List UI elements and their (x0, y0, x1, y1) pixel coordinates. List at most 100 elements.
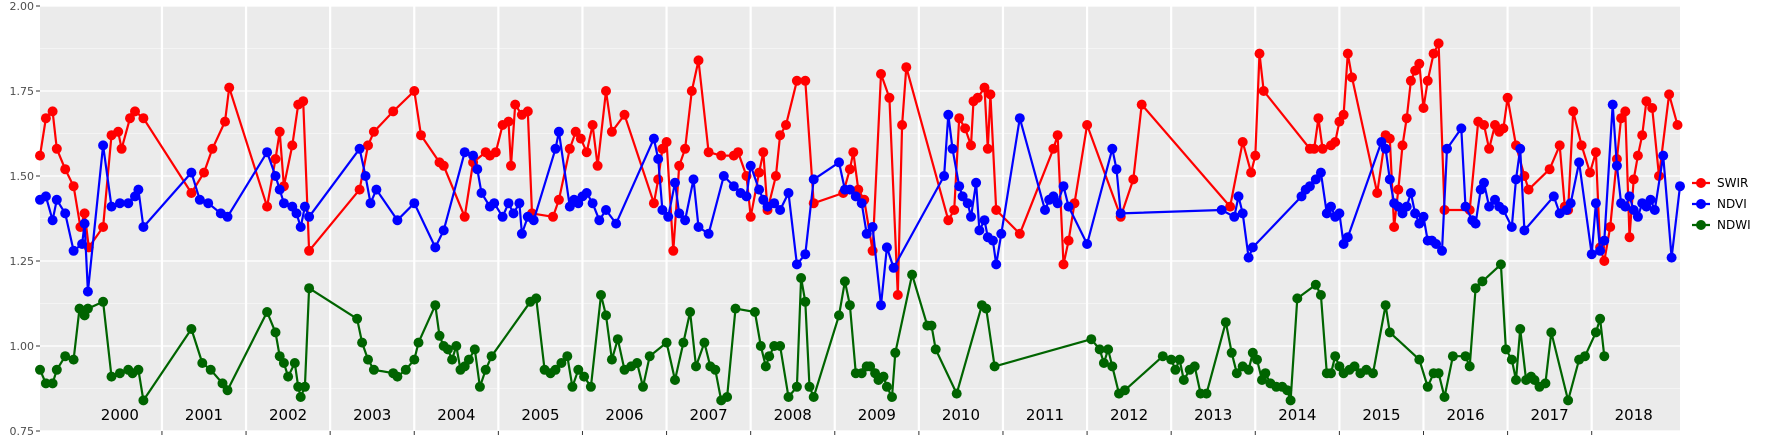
data-point-swir (1554, 140, 1565, 151)
data-point-ndvi (203, 198, 214, 209)
data-point-ndwi (638, 381, 648, 392)
data-point-swir (363, 140, 373, 151)
data-point-ndvi (1548, 191, 1559, 202)
data-point-swir (668, 245, 679, 256)
data-point-swir (1428, 48, 1439, 59)
data-point-ndvi (876, 300, 886, 311)
data-point-ndvi (365, 198, 376, 209)
data-point-ndvi (79, 218, 90, 229)
data-point-ndwi (74, 303, 85, 314)
data-point-ndwi (469, 344, 480, 355)
data-point-ndvi (775, 205, 786, 215)
data-point-swir (1317, 143, 1328, 154)
data-point-ndwi (1580, 351, 1590, 362)
data-point-ndvi (1586, 249, 1597, 260)
data-point-ndwi (1460, 351, 1471, 362)
data-point-ndwi (1103, 344, 1114, 355)
data-point-ndvi (47, 215, 58, 226)
data-point-ndvi (979, 215, 990, 226)
data-point-swir (897, 120, 908, 130)
data-point-swir (1523, 184, 1534, 195)
y-tick-label: 1.75 (10, 85, 35, 98)
data-point-swir (1414, 58, 1425, 69)
data-point-ndvi (1479, 177, 1489, 188)
data-point-ndwi (890, 347, 901, 358)
data-point-swir (781, 120, 791, 130)
data-point-ndvi (1082, 239, 1093, 249)
data-point-ndwi (730, 303, 741, 314)
legend-item-swir: SWIR (1692, 176, 1748, 190)
data-point-swir (409, 86, 420, 96)
data-point-swir (1309, 143, 1320, 154)
data-point-ndwi (1330, 351, 1341, 362)
data-point-swir (1632, 150, 1643, 161)
data-point-ndvi (688, 174, 699, 185)
data-point-ndvi (304, 211, 315, 222)
data-point-swir (1544, 164, 1555, 175)
data-point-ndvi (1418, 211, 1429, 222)
data-point-swir (1599, 256, 1610, 266)
data-point-ndwi (1310, 279, 1321, 290)
data-point-ndvi (1063, 201, 1074, 212)
data-point-ndvi (274, 184, 285, 195)
year-label: 2010 (942, 406, 980, 424)
data-point-swir (661, 137, 672, 147)
data-point-ndwi (800, 296, 811, 307)
data-point-ndvi (754, 184, 765, 195)
data-point-swir (991, 205, 1002, 215)
data-point-ndwi (550, 364, 561, 375)
data-point-ndvi (1326, 201, 1336, 212)
data-point-swir (304, 245, 315, 256)
data-point-swir (1342, 48, 1353, 59)
data-point-ndwi (1414, 354, 1425, 365)
data-point-ndwi (197, 358, 208, 368)
data-point-swir (1058, 259, 1069, 270)
data-point-ndvi (430, 242, 441, 253)
data-point-ndvi (663, 211, 674, 222)
data-point-ndvi (1334, 208, 1345, 219)
data-point-ndwi (1349, 361, 1360, 372)
data-point-ndwi (839, 276, 850, 287)
data-point-ndvi (745, 160, 756, 171)
data-point-ndwi (764, 351, 775, 362)
data-point-ndvi (987, 235, 998, 246)
data-point-ndwi (981, 303, 992, 314)
data-point-ndwi (1178, 375, 1189, 385)
data-point-ndvi (1666, 252, 1677, 263)
year-label: 2015 (1362, 406, 1400, 424)
data-point-ndwi (606, 354, 617, 365)
data-point-swir (113, 126, 124, 137)
data-point-ndwi (567, 381, 578, 392)
data-point-swir (220, 116, 230, 127)
year-label: 2009 (858, 406, 896, 424)
data-point-swir (1082, 120, 1093, 130)
data-point-swir (1641, 96, 1652, 107)
data-point-ndvi (514, 198, 525, 209)
data-point-ndvi (844, 184, 855, 195)
data-point-ndwi (1201, 388, 1212, 399)
data-point-ndvi (1315, 167, 1326, 178)
data-point-ndwi (844, 300, 855, 311)
data-point-swir (1384, 133, 1395, 144)
data-point-swir (619, 109, 630, 120)
data-point-swir (506, 160, 516, 171)
data-point-ndvi (1040, 205, 1050, 215)
data-point-swir (982, 143, 993, 154)
data-point-swir (207, 143, 218, 154)
data-point-ndvi (472, 164, 483, 175)
series-ndwi (35, 259, 1610, 406)
data-point-swir (587, 120, 598, 130)
data-point-ndwi (1285, 395, 1296, 406)
data-point-swir (47, 106, 58, 117)
data-point-ndwi (1094, 344, 1105, 355)
data-point-ndvi (670, 177, 680, 188)
data-point-ndvi (1384, 174, 1395, 185)
data-point-swir (985, 89, 996, 100)
data-point-ndvi (1484, 201, 1495, 212)
data-point-ndvi (459, 147, 470, 158)
data-point-ndvi (1431, 239, 1442, 249)
data-point-swir (1128, 174, 1139, 185)
data-point-ndvi (1632, 211, 1643, 222)
data-point-swir (703, 147, 714, 158)
data-point-swir (274, 126, 285, 137)
